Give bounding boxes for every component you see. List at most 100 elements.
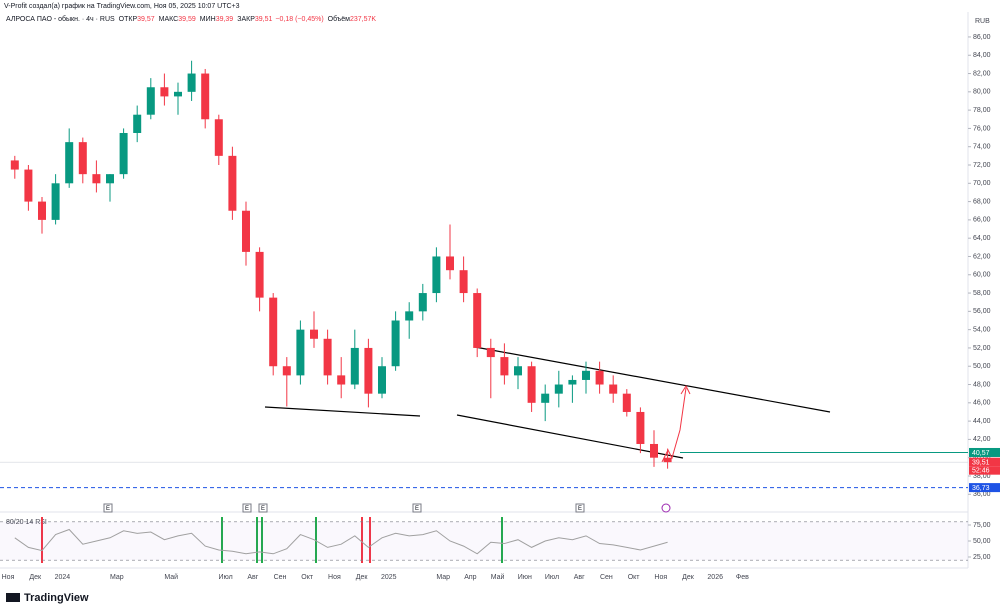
event: E bbox=[578, 506, 582, 512]
event-icon bbox=[242, 503, 252, 513]
legend-change: −0,18 (−0,45%) bbox=[275, 16, 323, 23]
legend-low-label: МИН bbox=[200, 16, 216, 23]
x-tick-label: 2025 bbox=[381, 574, 397, 581]
candle-body bbox=[65, 142, 74, 184]
candle-body bbox=[405, 311, 414, 321]
dividend-icon bbox=[661, 503, 671, 513]
x-tick-label: Апр bbox=[464, 574, 476, 581]
y-tick-label: 86,00 bbox=[973, 34, 991, 41]
legend-high-label: МАКС bbox=[159, 16, 179, 23]
y-tick-label: 66,00 bbox=[973, 217, 991, 224]
y-tick-label: 58,00 bbox=[973, 290, 991, 297]
candle-body bbox=[595, 370, 604, 385]
candle-body bbox=[446, 256, 454, 271]
x-tick-label: Июл bbox=[218, 574, 232, 581]
candle-body bbox=[174, 91, 182, 97]
level-label: 39,51 bbox=[972, 460, 990, 467]
y-tick-label: 80,00 bbox=[973, 89, 991, 96]
y-tick-label: 36,00 bbox=[973, 491, 991, 498]
candle-body bbox=[391, 320, 400, 367]
event-icon bbox=[103, 503, 113, 513]
candle-body bbox=[473, 293, 482, 348]
legend-close-label: ЗАКР bbox=[237, 16, 255, 23]
candle-body bbox=[418, 293, 427, 312]
rsi-line bbox=[14, 528, 668, 555]
candle-body bbox=[500, 357, 509, 376]
y-tick-label: 50,00 bbox=[973, 363, 991, 370]
candle-body bbox=[78, 142, 87, 175]
trend-line bbox=[474, 346, 831, 413]
x-tick-label: Ноя bbox=[654, 574, 667, 581]
header: V-Profit создал(а) график на TradingView… bbox=[4, 3, 240, 10]
forecast-arrow bbox=[661, 384, 691, 463]
trend-line bbox=[264, 406, 421, 417]
candle-body bbox=[650, 443, 658, 458]
candle-body bbox=[337, 375, 346, 385]
candle-body bbox=[24, 169, 33, 202]
y-tick-label: 54,00 bbox=[973, 326, 991, 333]
x-tick-label: 2024 bbox=[55, 574, 71, 581]
y-tick-label: 68,00 bbox=[973, 198, 991, 205]
x-tick-label: Май bbox=[164, 573, 178, 581]
event: E bbox=[245, 506, 249, 512]
candle-body bbox=[228, 155, 237, 211]
candle-body bbox=[514, 366, 522, 376]
candle-body bbox=[201, 73, 210, 120]
candle-body bbox=[160, 87, 169, 97]
rsi-zone bbox=[0, 521, 968, 561]
legend-volume-label: Объём bbox=[328, 15, 350, 23]
legend-open-label: ОТКР bbox=[119, 16, 138, 23]
candle-body bbox=[527, 366, 536, 403]
candle-body bbox=[459, 270, 468, 294]
candle-body bbox=[51, 183, 60, 220]
x-tick-label: Июн bbox=[518, 574, 532, 581]
candle-body bbox=[622, 393, 631, 412]
x-tick-label: 2026 bbox=[707, 574, 723, 581]
candle-body bbox=[187, 73, 196, 92]
y-tick-label: 64,00 bbox=[973, 235, 991, 242]
x-tick-label: Окт bbox=[628, 574, 641, 581]
candle-body bbox=[242, 210, 250, 252]
logo: TradingView bbox=[24, 592, 89, 604]
event-icon bbox=[412, 503, 422, 513]
y-tick-label: 76,00 bbox=[973, 125, 991, 132]
legend-high: 39,59 bbox=[178, 16, 196, 23]
candle-body bbox=[541, 393, 550, 403]
y-tick-label: 52,00 bbox=[973, 345, 991, 352]
legend-close: 39,51 bbox=[255, 16, 273, 23]
candle-body bbox=[364, 347, 373, 394]
event-icon bbox=[258, 503, 268, 513]
events: E E E E E bbox=[103, 503, 671, 513]
legend-symbol: АЛРОСА ПАО - обыкн. · 4ч · RUS bbox=[6, 15, 115, 23]
x-tick-label: Мар bbox=[436, 574, 450, 581]
candle-body bbox=[568, 379, 577, 385]
x-tick-label: Сен bbox=[600, 574, 613, 581]
event-icon bbox=[575, 503, 585, 513]
candle-body bbox=[310, 329, 318, 339]
candle-body bbox=[269, 297, 278, 367]
x-tick-label: Дек bbox=[29, 574, 42, 581]
level-box bbox=[969, 457, 1000, 467]
y-tick-label: 46,00 bbox=[973, 400, 991, 407]
legend: АЛРОСА ПАО - обыкн. · 4ч · RUS ОТКР39,57 М… bbox=[6, 15, 376, 23]
candle-body bbox=[636, 411, 645, 444]
rsi-label: 80/20 14 RSI bbox=[6, 519, 47, 526]
y-tick-label: 48,00 bbox=[973, 381, 991, 388]
logo-icon bbox=[6, 593, 20, 602]
legend-open: 39,57 bbox=[137, 16, 155, 23]
candle-body bbox=[255, 251, 264, 298]
y-tick-label: 62,00 bbox=[973, 253, 991, 260]
y-tick-label: 82,00 bbox=[973, 70, 991, 77]
x-tick-label: Ноя bbox=[328, 574, 341, 581]
currency: RUB bbox=[975, 18, 990, 25]
y-tick-label: 56,00 bbox=[973, 308, 991, 315]
y-tick-label: 70,00 bbox=[973, 180, 991, 187]
level-box bbox=[969, 483, 1000, 493]
level-box bbox=[969, 447, 1000, 457]
x-tick-label: Мар bbox=[110, 574, 124, 581]
y-tick-label: 72,00 bbox=[973, 162, 991, 169]
candle-body bbox=[119, 132, 128, 175]
x-tick-label: Окт bbox=[301, 574, 314, 581]
candle-body bbox=[10, 160, 19, 170]
